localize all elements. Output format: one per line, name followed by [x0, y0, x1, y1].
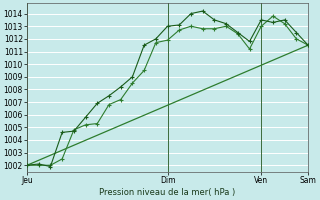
X-axis label: Pression niveau de la mer( hPa ): Pression niveau de la mer( hPa ): [100, 188, 236, 197]
